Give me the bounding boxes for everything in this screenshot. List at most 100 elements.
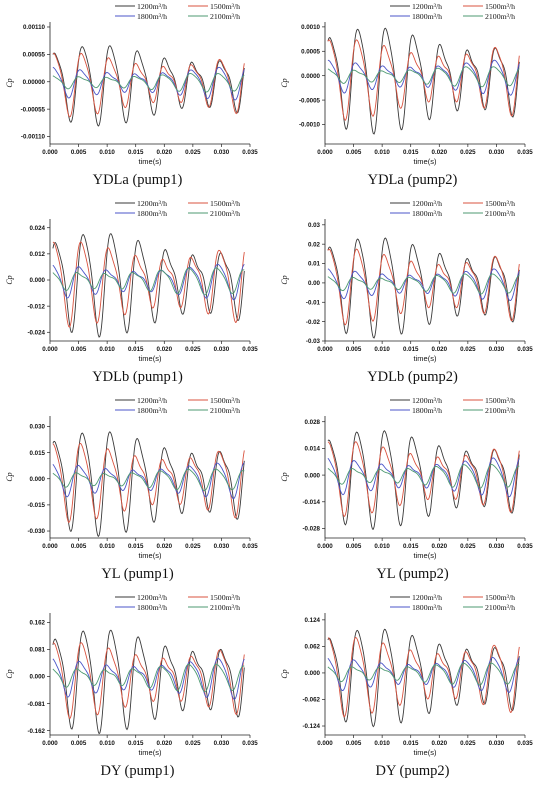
series-line [327,248,520,326]
y-tick-label: -0.062 [302,697,320,704]
y-tick-label: 0.00 [308,280,321,287]
y-tick-label: 0.00055 [23,52,46,59]
x-tick-label: 0.020 [157,740,173,747]
x-tick-label: 0.010 [374,543,390,550]
y-tick-label: 0.062 [305,644,321,651]
y-axis-label: Cp [280,669,289,678]
x-tick-label: 0.030 [489,346,505,353]
y-tick-label: -0.0010 [299,122,321,129]
legend-label: 1500m³/h [485,593,515,602]
x-axis-label: time(s) [139,551,162,560]
x-tick-label: 0.030 [214,740,230,747]
series-line [52,267,245,296]
line-chart: 1200m³/h 1500m³/h 1800m³/h 2100m³/h 0.028 0.0… [280,396,533,560]
legend-label: 1500m³/h [485,396,515,405]
legend-label: 2100m³/h [485,406,515,415]
y-tick-label: 0.0000 [301,73,320,80]
y-tick-label: -0.028 [302,526,320,533]
x-axis-label: time(s) [414,354,437,363]
x-tick-label: 0.035 [242,346,258,353]
legend-label: 2100m³/h [210,406,240,415]
x-tick-label: 0.005 [71,346,87,353]
line-chart: 1200m³/h 1500m³/h 1800m³/h 2100m³/h 0.162 0.0… [5,593,258,757]
x-tick-label: 0.010 [99,346,115,353]
x-tick-label: 0.015 [128,740,144,747]
legend-label: 1800m³/h [412,12,442,21]
x-tick-label: 0.005 [71,149,87,156]
series-line [327,66,520,88]
x-tick-label: 0.015 [403,149,419,156]
x-tick-label: 0.035 [517,740,533,747]
x-tick-label: 0.000 [42,346,58,353]
series-line [327,273,520,295]
series-line [327,441,520,517]
x-tick-label: 0.025 [185,740,201,747]
x-tick-label: 0.005 [346,346,362,353]
y-tick-label: -0.0005 [299,97,321,104]
x-tick-label: 0.025 [460,149,476,156]
legend-label: 1500m³/h [485,2,515,11]
legend-label: 1200m³/h [412,2,442,11]
y-tick-label: -0.024 [27,329,45,336]
series-line [52,462,245,499]
legend-label: 1500m³/h [210,2,240,11]
legend-label: 2100m³/h [485,12,515,21]
x-tick-label: 0.035 [242,740,258,747]
x-axis-label: time(s) [414,157,437,166]
series-line [327,430,520,530]
x-tick-label: 0.010 [99,149,115,156]
series-line [52,431,245,538]
legend-label: 1200m³/h [137,396,167,405]
x-tick-label: 0.015 [128,346,144,353]
chart-panel: 1200m³/h 1500m³/h 1800m³/h 2100m³/h 0.00110 0… [0,0,275,197]
x-tick-label: 0.035 [242,543,258,550]
series-line [52,52,245,118]
series-line [52,73,245,93]
x-tick-label: 0.000 [42,740,58,747]
legend-label: 1800m³/h [137,603,167,612]
x-tick-label: 0.000 [317,740,333,747]
panel-caption: YL (pump2) [376,566,449,582]
series-line [52,443,245,524]
line-chart: 1200m³/h 1500m³/h 1800m³/h 2100m³/h 0.0010 0.… [280,2,533,166]
y-tick-label: 0.081 [30,647,46,654]
y-tick-label: 0.000 [30,674,46,681]
legend-label: 1500m³/h [210,593,240,602]
x-tick-label: 0.015 [403,346,419,353]
series-line [327,662,520,686]
series-line [327,628,520,728]
x-axis-label: time(s) [139,157,162,166]
x-tick-label: 0.025 [185,543,201,550]
panel-caption: DY (pump2) [375,763,450,779]
x-tick-label: 0.020 [432,543,448,550]
y-tick-label: -0.012 [27,303,45,310]
y-tick-label: 0.024 [30,225,46,232]
series-line [52,45,245,127]
legend-label: 1800m³/h [412,406,442,415]
panel-caption: YDLa (pump1) [92,172,183,188]
chart-panel: 1200m³/h 1500m³/h 1800m³/h 2100m³/h 0.028 0.0… [275,394,550,591]
series-line [52,263,245,301]
legend-label: 1500m³/h [210,199,240,208]
y-axis-label: Cp [5,669,14,678]
x-tick-label: 0.015 [403,543,419,550]
legend-label: 1200m³/h [137,593,167,602]
legend-label: 1800m³/h [412,603,442,612]
line-chart: 1200m³/h 1500m³/h 1800m³/h 2100m³/h 0.124 0.0… [280,593,533,757]
y-tick-label: 0.030 [30,424,46,431]
y-axis-label: Cp [280,275,289,284]
y-tick-label: 0.012 [30,251,46,258]
chart-panel: 1200m³/h 1500m³/h 1800m³/h 2100m³/h 0.162 0.0… [0,591,275,788]
y-tick-label: 0.014 [305,446,321,453]
y-axis-label: Cp [5,78,14,87]
legend-label: 1800m³/h [137,406,167,415]
legend-label: 1200m³/h [412,593,442,602]
y-tick-label: -0.00110 [21,134,46,141]
x-tick-label: 0.005 [71,543,87,550]
line-chart: 1200m³/h 1500m³/h 1800m³/h 2100m³/h 0.00110 0… [5,2,258,166]
line-chart: 1200m³/h 1500m³/h 1800m³/h 2100m³/h 0.030 0.0… [5,396,258,560]
x-tick-label: 0.000 [42,149,58,156]
x-tick-label: 0.030 [214,346,230,353]
line-chart: 1200m³/h 1500m³/h 1800m³/h 2100m³/h 0.03 0.02… [280,199,533,363]
